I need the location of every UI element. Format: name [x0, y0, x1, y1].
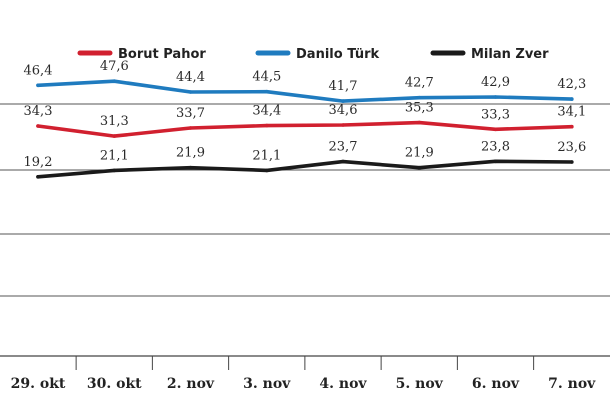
- data-point-borut-pahor: [188, 126, 193, 130]
- data-label-borut-pahor: 34,1: [557, 105, 586, 120]
- x-tick-label: 2. nov: [167, 376, 215, 392]
- data-point-danilo-turk: [188, 90, 193, 94]
- x-tick-label: 7. nov: [548, 376, 596, 392]
- data-label-milan-zver: 21,1: [252, 148, 281, 163]
- data-label-danilo-turk: 44,4: [176, 70, 205, 85]
- data-label-borut-pahor: 31,3: [100, 114, 129, 129]
- x-tick-label: 6. nov: [472, 376, 520, 392]
- data-point-danilo-turk: [341, 99, 345, 103]
- data-label-danilo-turk: 42,7: [405, 76, 434, 91]
- data-label-danilo-turk: 47,6: [100, 59, 129, 74]
- legend: Borut Pahor Danilo Türk Milan Zver: [77, 47, 549, 62]
- x-tick-label: 4. nov: [319, 376, 367, 392]
- data-label-danilo-turk: 42,9: [481, 75, 510, 90]
- data-point-milan-zver: [188, 165, 193, 170]
- data-point-borut-pahor: [417, 120, 422, 125]
- data-point-milan-zver: [493, 159, 498, 164]
- data-label-milan-zver: 23,6: [557, 140, 586, 155]
- data-point-milan-zver: [341, 159, 345, 164]
- data-label-borut-pahor: 35,3: [405, 101, 434, 116]
- data-point-danilo-turk: [265, 89, 269, 94]
- data-label-danilo-turk: 44,5: [252, 70, 281, 85]
- data-point-milan-zver: [570, 160, 574, 164]
- x-axis: 29. okt 30. okt 2. nov 3. nov 4. nov 5. nov 6.…: [0, 355, 610, 392]
- legend-label-danilo-turk: Danilo Türk: [296, 47, 379, 62]
- x-tick-label: 30. okt: [87, 376, 142, 392]
- data-point-danilo-turk: [112, 79, 117, 83]
- data-point-borut-pahor: [36, 124, 40, 128]
- data-point-danilo-turk: [36, 83, 40, 88]
- data-label-borut-pahor: 33,3: [481, 107, 510, 122]
- data-point-borut-pahor: [570, 124, 574, 129]
- data-point-danilo-turk: [493, 95, 498, 99]
- data-label-danilo-turk: 41,7: [329, 79, 358, 94]
- series-line-borut-pahor: [36, 120, 574, 138]
- data-label-milan-zver: 21,9: [405, 146, 434, 161]
- series-lines: [36, 79, 574, 179]
- x-tick-label: 3. nov: [243, 376, 291, 392]
- series-line-milan-zver: [36, 159, 574, 179]
- data-label-milan-zver: 21,9: [176, 146, 205, 161]
- data-point-borut-pahor: [265, 123, 269, 128]
- data-label-borut-pahor: 34,6: [329, 103, 358, 118]
- data-label-danilo-turk: 46,4: [24, 63, 53, 78]
- data-labels: 34,3 31,3 33,7 34,4 34,6 35,3 33,3 34,1 46,4 47,6…: [24, 59, 587, 170]
- data-label-borut-pahor: 34,4: [252, 104, 281, 119]
- data-label-milan-zver: 19,2: [24, 155, 53, 170]
- data-point-milan-zver: [265, 168, 269, 173]
- data-label-borut-pahor: 34,3: [24, 104, 53, 119]
- data-point-danilo-turk: [570, 97, 574, 101]
- data-label-milan-zver: 21,1: [100, 148, 129, 163]
- legend-label-borut-pahor: Borut Pahor: [118, 47, 206, 62]
- data-point-danilo-turk: [417, 95, 422, 100]
- legend-label-milan-zver: Milan Zver: [471, 47, 549, 62]
- data-point-borut-pahor: [341, 123, 345, 127]
- data-point-borut-pahor: [493, 127, 498, 132]
- data-label-danilo-turk: 42,3: [557, 77, 586, 92]
- data-point-borut-pahor: [112, 134, 117, 138]
- series-line-danilo-turk: [36, 79, 574, 103]
- data-label-milan-zver: 23,7: [329, 140, 358, 155]
- data-point-milan-zver: [417, 165, 422, 170]
- data-point-milan-zver: [36, 175, 40, 179]
- data-label-milan-zver: 23,8: [481, 139, 510, 154]
- x-tick-label: 29. okt: [11, 376, 66, 392]
- x-tick-label: 5. nov: [396, 376, 444, 392]
- data-point-milan-zver: [112, 168, 117, 173]
- data-label-borut-pahor: 33,7: [176, 106, 205, 121]
